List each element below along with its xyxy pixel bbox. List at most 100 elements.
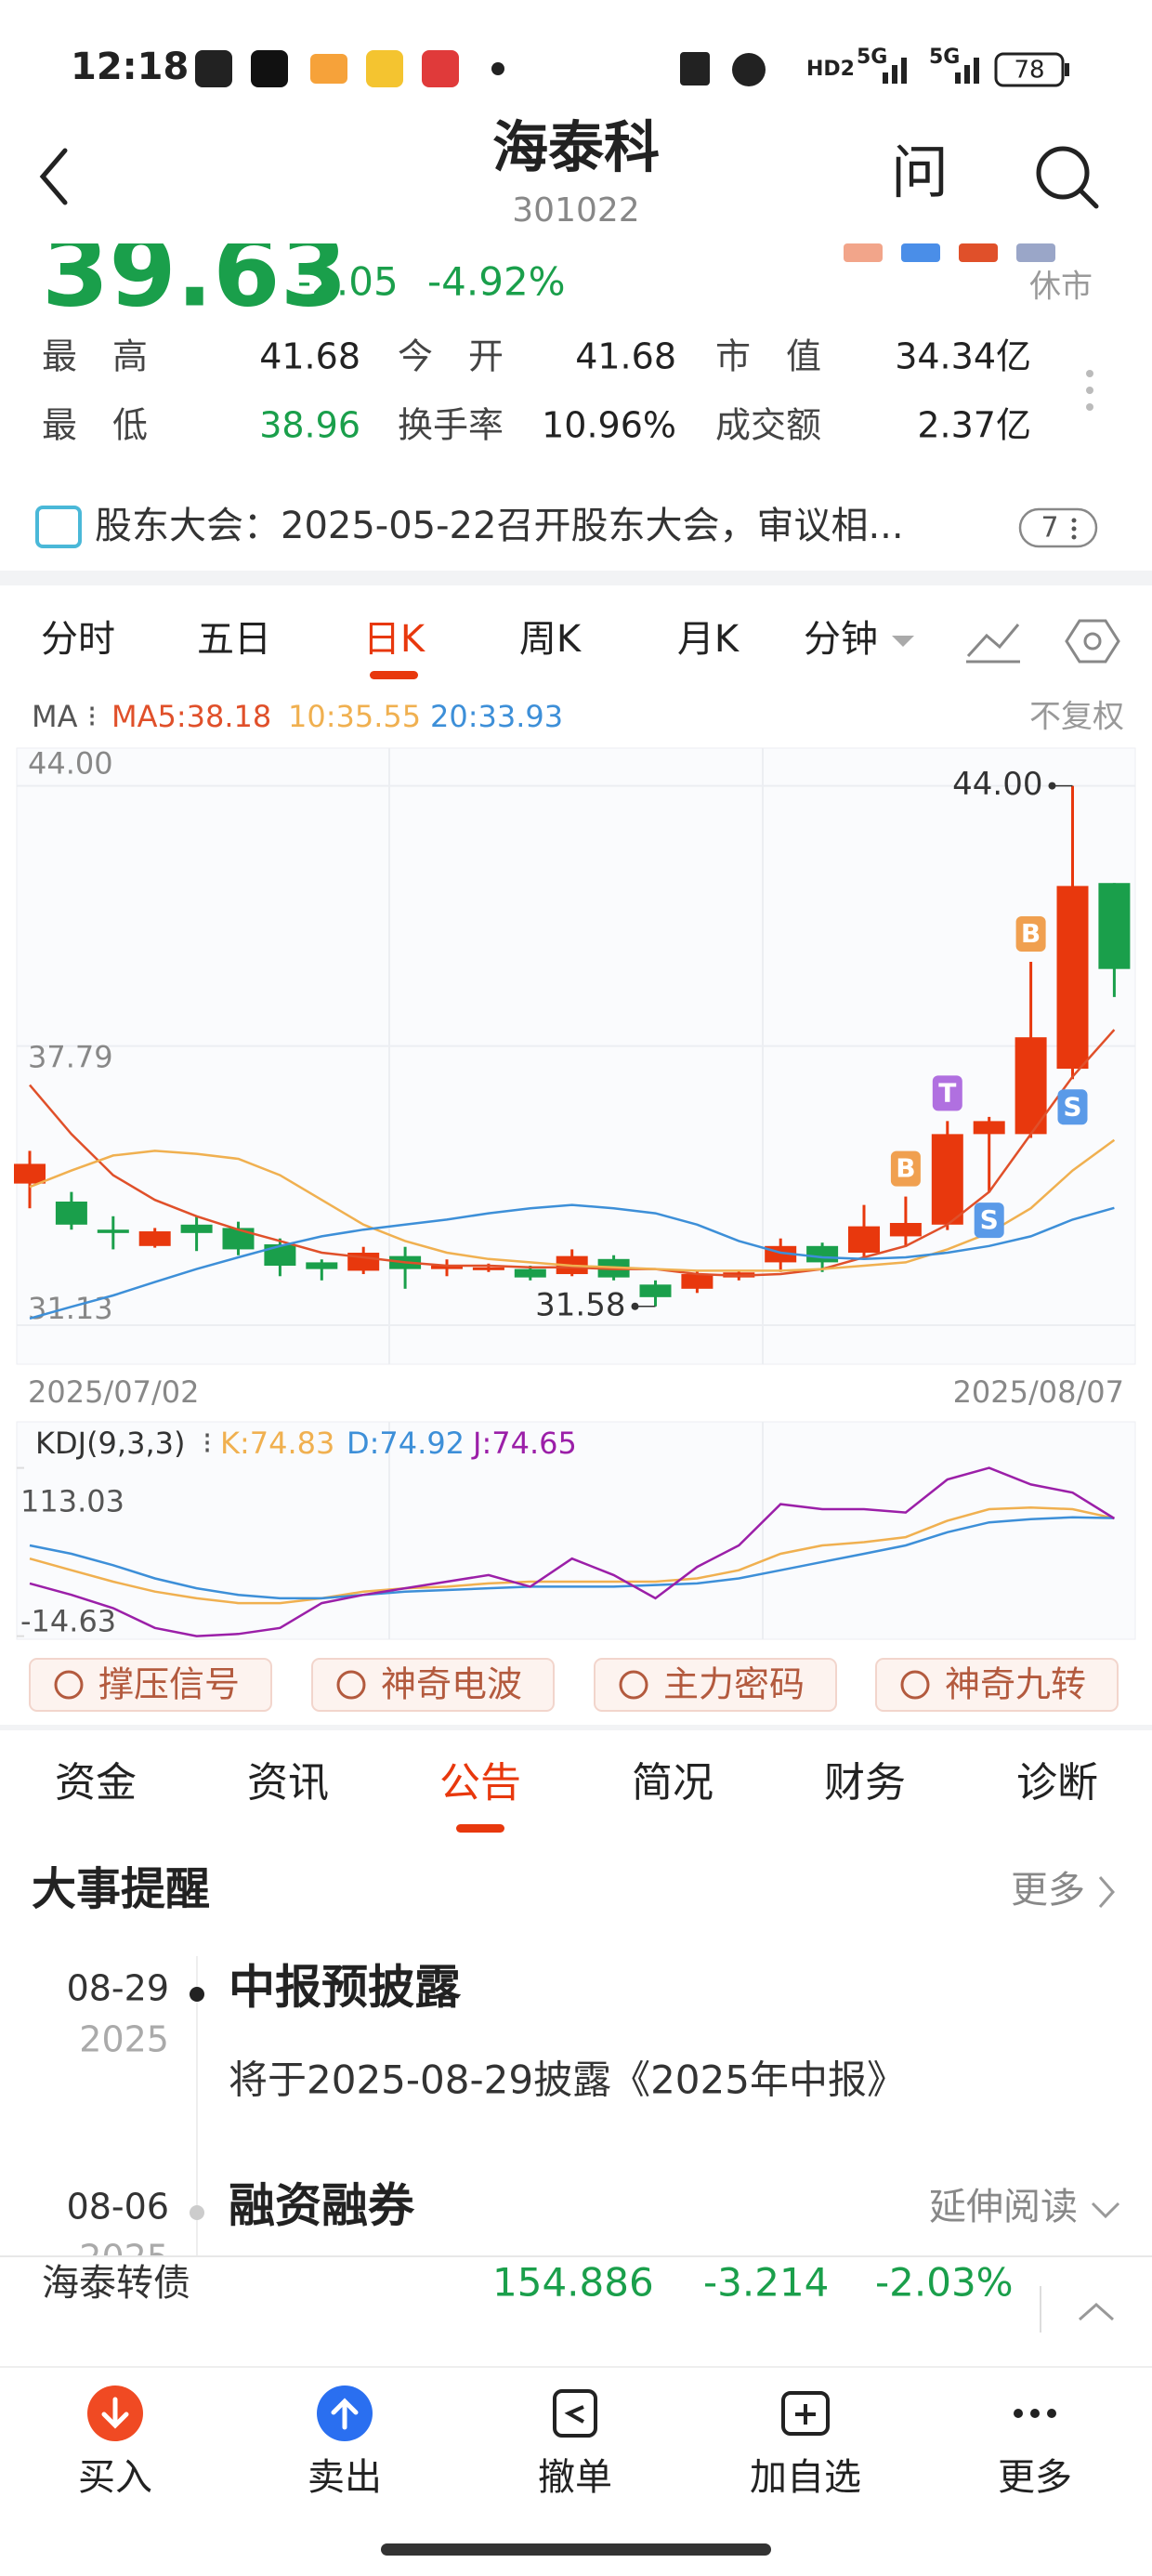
notice-count-pill[interactable] (1018, 507, 1098, 548)
notice-text[interactable]: 股东大会：2025-05-22召开股东大会，审议相... (95, 505, 904, 547)
bond-change-pct: -2.03% (875, 2260, 1014, 2306)
event-desc: 将于2025-08-29披露《2025年中报》 (229, 2057, 906, 2103)
x-tick-label: 2025/08/07 (953, 1374, 1124, 1410)
section-tab[interactable]: 公告 (439, 1759, 521, 1807)
header-bg (0, 0, 1152, 243)
timeline-dot (190, 1987, 204, 2002)
candle-body (514, 1268, 546, 1278)
candle-body (1098, 883, 1131, 969)
adjust-mode[interactable]: 不复权 (1029, 699, 1124, 736)
candle-body (138, 1231, 171, 1246)
candle-body (472, 1267, 504, 1270)
stat-value: 2.37亿 (917, 405, 1031, 446)
legend-item: 20:33.93 (430, 699, 563, 734)
x-tick-label: 2025/07/02 (28, 1374, 199, 1410)
event-action[interactable]: 延伸阅读 (929, 2186, 1078, 2228)
candle-body (681, 1274, 713, 1289)
candle-body (180, 1224, 213, 1233)
tags (844, 243, 1055, 262)
events-more[interactable]: 更多 (1011, 1869, 1085, 1912)
nav-label[interactable]: 卖出 (308, 2456, 382, 2499)
stat-label: 市 值 (715, 336, 821, 377)
stat-label: 最 低 (42, 405, 148, 446)
event-date: 08-29 (67, 1968, 169, 2009)
bond-bar[interactable] (0, 2256, 1152, 2368)
watchlist-icon (781, 2391, 830, 2436)
chart-tab[interactable]: 五日 (197, 618, 271, 661)
signal-marker (1015, 916, 1046, 953)
section-tab[interactable]: 财务 (824, 1759, 906, 1807)
signal-label: S (980, 1204, 999, 1235)
tool-icon (336, 1670, 366, 1700)
pill-dots (1071, 518, 1077, 540)
section-tab[interactable]: 简况 (632, 1759, 713, 1807)
legend-item: MA5:38.18 (111, 699, 271, 734)
y-tick-label: -14.63 (20, 1604, 116, 1639)
separator (0, 1725, 1152, 1730)
candle-body (973, 1121, 1005, 1135)
event-date: 08-06 (67, 2187, 169, 2228)
candle-body (889, 1223, 922, 1237)
kdj-line (29, 1466, 1116, 1637)
search-button[interactable] (1036, 146, 1099, 209)
tool-icon (619, 1670, 648, 1700)
stat-value: 34.34亿 (895, 336, 1031, 377)
ask-button[interactable]: 问 (891, 138, 949, 206)
candle-body (264, 1244, 296, 1267)
signal-label: S (1063, 1091, 1081, 1122)
nav-label[interactable]: 撤单 (538, 2456, 612, 2499)
section-tab[interactable]: 诊断 (1016, 1759, 1098, 1807)
signal-label: B (1021, 918, 1041, 949)
chart-tab[interactable]: 分时 (41, 618, 115, 661)
chart-tab[interactable]: 日K (363, 618, 426, 661)
candle-body (806, 1245, 839, 1263)
nav-label[interactable]: 加自选 (750, 2456, 861, 2499)
signal-marker (932, 1075, 962, 1111)
signal-marker (890, 1150, 921, 1187)
candle-body (848, 1226, 880, 1254)
separator (0, 571, 1152, 585)
nav-label[interactable]: 更多 (998, 2456, 1072, 2499)
back-button[interactable] (39, 148, 68, 205)
tool-button[interactable] (875, 1658, 1119, 1712)
stat-label: 换手率 (398, 405, 504, 446)
buy-icon (87, 2385, 143, 2441)
event-title: 中报预披露 (229, 1961, 462, 2015)
tool-button[interactable] (594, 1658, 837, 1712)
signal-marker (974, 1203, 1004, 1239)
tool-icon (54, 1670, 84, 1700)
signal-label: B (896, 1153, 915, 1184)
candle-body (639, 1284, 672, 1297)
expand-button[interactable] (1079, 2302, 1114, 2321)
chart-tab[interactable]: 分钟 (804, 618, 878, 661)
stat-value: 41.68 (259, 336, 360, 377)
battery-tip (1065, 63, 1069, 76)
tool-button[interactable] (311, 1658, 555, 1712)
tool-button[interactable] (29, 1658, 272, 1712)
stat-label: 最 高 (42, 336, 148, 377)
chart-tab[interactable]: 周K (519, 618, 583, 661)
stock-code: 301022 (512, 191, 639, 230)
candle-body (14, 1163, 46, 1184)
candle-body (97, 1229, 129, 1233)
y-tick-label: 37.79 (28, 1040, 113, 1075)
sell-icon (317, 2385, 373, 2441)
stat-value: 41.68 (575, 336, 676, 377)
chart-tab[interactable]: 月K (677, 618, 740, 661)
more-dots[interactable] (1086, 370, 1093, 411)
indicator-name[interactable]: MA (32, 699, 78, 734)
stat-value: 38.96 (259, 405, 360, 446)
draw-tool[interactable] (966, 624, 1020, 664)
annotation: 31.58 (535, 1286, 625, 1323)
section-tab[interactable]: 资金 (55, 1759, 137, 1807)
tool-icon (900, 1670, 930, 1700)
section-tab[interactable]: 资讯 (247, 1759, 329, 1807)
settings-tool[interactable] (1065, 619, 1120, 664)
signal-bars (883, 58, 979, 84)
annotation: 44.00 (952, 766, 1042, 803)
signal-marker (1057, 1089, 1088, 1125)
home-indicator (381, 2543, 771, 2556)
nav-label[interactable]: 买入 (78, 2456, 152, 2499)
action-chevron (1091, 2201, 1120, 2219)
